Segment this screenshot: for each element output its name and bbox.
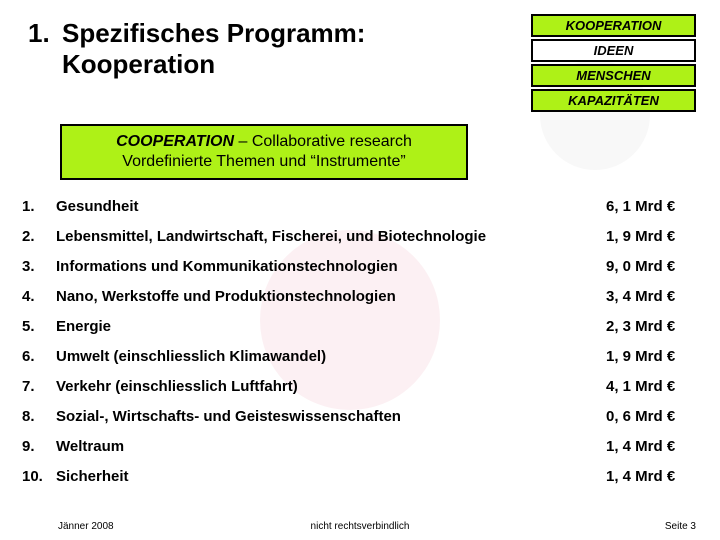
list-item: 6.Umwelt (einschliesslich Klimawandel)1,… xyxy=(22,348,698,365)
item-number: 4. xyxy=(22,288,56,305)
item-text: Umwelt (einschliesslich Klimawandel) xyxy=(56,348,606,365)
item-value: 1, 9 Mrd € xyxy=(606,228,698,245)
list-item: 4.Nano, Werkstoffe und Produktionstechno… xyxy=(22,288,698,305)
subtitle-line2: Vordefinierte Themen und “Instrumente” xyxy=(72,152,456,172)
title-line1: Spezifisches Programm: xyxy=(62,18,365,48)
item-value: 1, 9 Mrd € xyxy=(606,348,698,365)
item-value: 2, 3 Mrd € xyxy=(606,318,698,335)
list-item: 9.Weltraum1, 4 Mrd € xyxy=(22,438,698,455)
slide-title: 1.Spezifisches Programm: Kooperation xyxy=(28,18,458,80)
item-value: 9, 0 Mrd € xyxy=(606,258,698,275)
item-number: 6. xyxy=(22,348,56,365)
list-item: 3.Informations und Kommunikationstechnol… xyxy=(22,258,698,275)
item-text: Energie xyxy=(56,318,606,335)
stack-ideen: IDEEN xyxy=(531,39,696,62)
title-indent xyxy=(28,49,62,80)
item-text: Informations und Kommunikationstechnolog… xyxy=(56,258,606,275)
subtitle-rest: – Collaborative research xyxy=(234,133,412,150)
item-text: Nano, Werkstoffe und Produktionstechnolo… xyxy=(56,288,606,305)
item-text: Sicherheit xyxy=(56,468,606,485)
list-item: 10.Sicherheit1, 4 Mrd € xyxy=(22,468,698,485)
item-text: Sozial-, Wirtschafts- und Geisteswissens… xyxy=(56,408,606,425)
item-text: Gesundheit xyxy=(56,198,606,215)
item-value: 1, 4 Mrd € xyxy=(606,468,698,485)
stack-kapazitaeten: KAPAZITÄTEN xyxy=(531,89,696,112)
item-number: 3. xyxy=(22,258,56,275)
slide: 1.Spezifisches Programm: Kooperation KOO… xyxy=(0,0,720,540)
list-item: 7.Verkehr (einschliesslich Luftfahrt)4, … xyxy=(22,378,698,395)
item-value: 1, 4 Mrd € xyxy=(606,438,698,455)
item-value: 4, 1 Mrd € xyxy=(606,378,698,395)
subtitle-line1: COOPERATION – Collaborative research xyxy=(72,132,456,152)
item-value: 3, 4 Mrd € xyxy=(606,288,698,305)
item-text: Weltraum xyxy=(56,438,606,455)
stack-kooperation: KOOPERATION xyxy=(531,14,696,37)
list-item: 2.Lebensmittel, Landwirtschaft, Fischere… xyxy=(22,228,698,245)
item-value: 6, 1 Mrd € xyxy=(606,198,698,215)
item-number: 1. xyxy=(22,198,56,215)
list-item: 5.Energie2, 3 Mrd € xyxy=(22,318,698,335)
item-value: 0, 6 Mrd € xyxy=(606,408,698,425)
item-number: 10. xyxy=(22,468,56,485)
themes-list: 1.Gesundheit6, 1 Mrd € 2.Lebensmittel, La… xyxy=(22,198,698,498)
footer-mid: nicht rechtsverbindlich xyxy=(0,521,720,532)
stack-menschen: MENSCHEN xyxy=(531,64,696,87)
item-text: Verkehr (einschliesslich Luftfahrt) xyxy=(56,378,606,395)
list-item: 8.Sozial-, Wirtschafts- und Geisteswisse… xyxy=(22,408,698,425)
list-item: 1.Gesundheit6, 1 Mrd € xyxy=(22,198,698,215)
item-number: 7. xyxy=(22,378,56,395)
subtitle-strong: COOPERATION xyxy=(116,133,234,150)
item-number: 8. xyxy=(22,408,56,425)
item-number: 5. xyxy=(22,318,56,335)
title-line2: Kooperation xyxy=(62,49,215,79)
program-stack: KOOPERATION IDEEN MENSCHEN KAPAZITÄTEN xyxy=(531,14,696,114)
item-text: Lebensmittel, Landwirtschaft, Fischerei,… xyxy=(56,228,606,245)
item-number: 2. xyxy=(22,228,56,245)
item-number: 9. xyxy=(22,438,56,455)
footer-page: Seite 3 xyxy=(665,521,696,532)
title-number: 1. xyxy=(28,18,62,49)
subtitle-box: COOPERATION – Collaborative research Vor… xyxy=(60,124,468,180)
